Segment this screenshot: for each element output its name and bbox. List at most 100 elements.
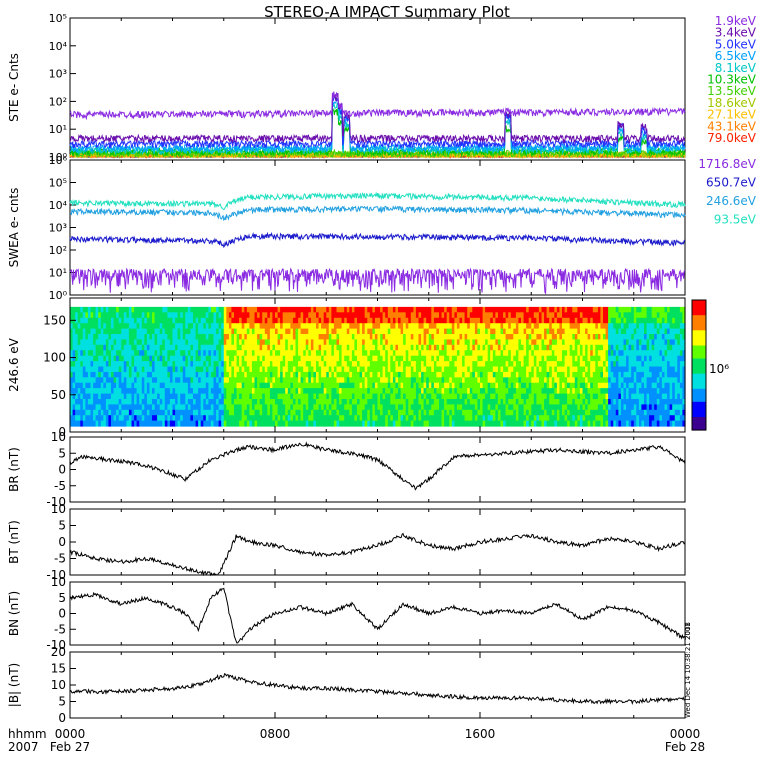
heatmap-cell: [146, 371, 151, 378]
heatmap-cell: [231, 323, 235, 330]
heatmap-cell: [198, 323, 202, 330]
heatmap-cell: [495, 355, 499, 362]
heatmap-cell: [428, 312, 432, 319]
heatmap-cell: [241, 323, 245, 330]
heatmap-cell: [339, 393, 343, 400]
heatmap-cell: [374, 339, 379, 346]
heatmap-cell: [449, 388, 453, 395]
heatmap-cell: [190, 388, 194, 395]
heatmap-cell: [428, 361, 432, 368]
heatmap-cell: [313, 355, 317, 362]
heatmap-cell: [136, 382, 140, 389]
heatmap-cell: [95, 312, 99, 319]
heatmap-cell: [536, 382, 540, 389]
heatmap-cell: [318, 415, 322, 422]
heatmap-cell: [275, 420, 279, 427]
heatmap-cell: [277, 344, 281, 351]
heatmap-cell: [262, 339, 266, 346]
heatmap-cell: [157, 409, 161, 416]
heatmap-cell: [98, 317, 102, 324]
heatmap-cell: [200, 317, 204, 324]
heatmap-cell: [182, 388, 186, 395]
heatmap-cell: [77, 415, 81, 422]
heatmap-cell: [236, 404, 240, 411]
heatmap-cell: [195, 388, 199, 395]
heatmap-cell: [433, 415, 438, 422]
heatmap-cell: [82, 306, 86, 313]
heatmap-cell: [85, 350, 89, 357]
heatmap-cell: [623, 361, 627, 368]
heatmap-cell: [285, 409, 289, 416]
heatmap-cell: [454, 334, 458, 340]
heatmap-cell: [626, 388, 630, 395]
heatmap-cell: [362, 306, 366, 313]
heatmap-cell: [290, 312, 294, 319]
heatmap-cell: [272, 306, 276, 313]
heatmap-cell: [472, 404, 476, 411]
heatmap-cell: [175, 323, 179, 330]
heatmap-cell: [449, 350, 453, 357]
heatmap-cell: [446, 328, 450, 335]
heatmap-cell: [444, 420, 448, 427]
heatmap-cell: [136, 350, 140, 357]
heatmap-cell: [367, 382, 371, 389]
heatmap-cell: [267, 306, 271, 313]
heatmap-cell: [195, 323, 199, 330]
heatmap-cell: [259, 409, 263, 416]
heatmap-cell: [313, 399, 317, 405]
heatmap-cell: [413, 404, 417, 411]
heatmap-cell: [433, 366, 438, 373]
heatmap-cell: [505, 361, 509, 368]
heatmap-cell: [182, 409, 186, 416]
heatmap-cell: [533, 339, 537, 346]
heatmap-cell: [436, 312, 440, 319]
heatmap-cell: [546, 415, 550, 422]
heatmap-cell: [364, 399, 368, 405]
heatmap-cell: [497, 399, 502, 405]
heatmap-cell: [77, 361, 81, 368]
heatmap-cell: [485, 420, 489, 427]
heatmap-cell: [77, 350, 81, 357]
heatmap-cell: [459, 415, 463, 422]
heatmap-cell: [577, 409, 581, 416]
heatmap-cell: [344, 399, 348, 405]
legend-entry: 18.6keV: [707, 96, 757, 110]
heatmap-cell: [562, 393, 566, 400]
heatmap-cell: [169, 328, 174, 335]
heatmap-cell: [308, 404, 312, 411]
heatmap-cell: [82, 366, 86, 373]
heatmap-cell: [462, 306, 466, 313]
heatmap-cell: [444, 399, 448, 405]
heatmap-cell: [141, 366, 145, 373]
heatmap-cell: [108, 420, 112, 427]
heatmap-cell: [536, 334, 540, 340]
heatmap-cell: [105, 366, 110, 373]
heatmap-cell: [480, 409, 484, 416]
heatmap-cell: [323, 409, 327, 416]
heatmap-cell: [177, 371, 181, 378]
heatmap-cell: [521, 334, 525, 340]
heatmap-cell: [585, 350, 589, 357]
heatmap-cell: [221, 355, 225, 362]
heatmap-cell: [585, 393, 589, 400]
heatmap-cell: [446, 361, 450, 368]
heatmap-cell: [603, 404, 607, 411]
heatmap-cell: [162, 409, 166, 416]
heatmap-cell: [585, 382, 589, 389]
heatmap-cell: [341, 415, 345, 422]
heatmap-cell: [449, 393, 453, 400]
heatmap-cell: [482, 415, 486, 422]
heatmap-cell: [585, 317, 589, 324]
heatmap-cell: [544, 399, 548, 405]
heatmap-cell: [308, 399, 312, 405]
heatmap-cell: [459, 409, 463, 416]
heatmap-cell: [500, 361, 504, 368]
heatmap-cell: [123, 388, 127, 395]
series-line: [69, 98, 686, 154]
heatmap-cell: [559, 344, 563, 351]
heatmap-cell: [259, 377, 263, 384]
heatmap-cell: [418, 312, 422, 319]
heatmap-cell: [85, 366, 89, 373]
heatmap-cell: [80, 355, 84, 362]
heatmap-cell: [336, 415, 340, 422]
